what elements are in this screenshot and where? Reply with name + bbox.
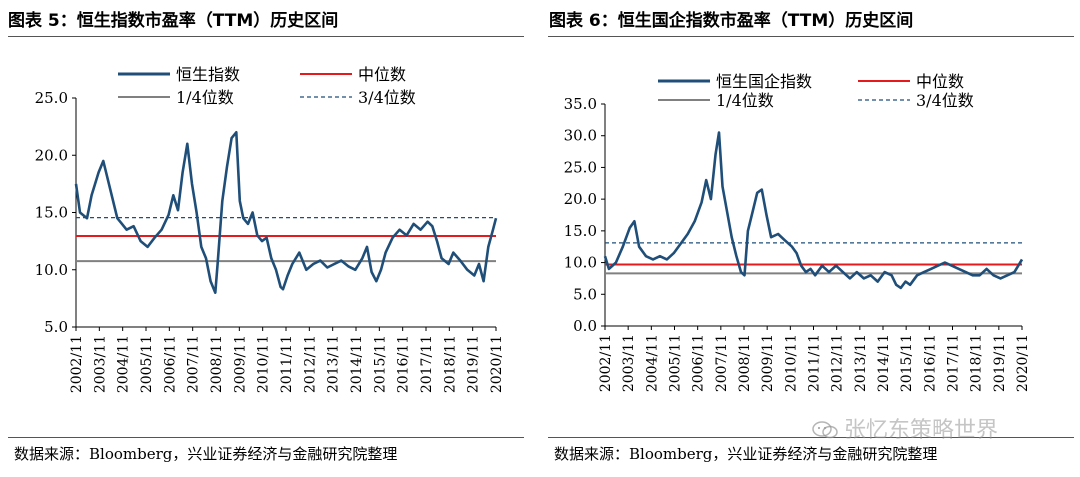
legend-label: 1/4位数 <box>176 88 234 107</box>
x-tick-label: 2019/11 <box>466 335 482 393</box>
watermark-text: 张忆东策略世界 <box>844 418 999 443</box>
x-tick-label: 2002/11 <box>598 334 614 392</box>
x-tick-label: 2013/11 <box>853 334 869 392</box>
legend-label: 3/4位数 <box>916 91 974 110</box>
x-tick-label: 2005/11 <box>139 335 155 393</box>
y-tick-label: 25.0 <box>35 89 68 107</box>
x-tick-label: 2009/11 <box>232 335 248 393</box>
y-tick-label: 20.0 <box>35 146 68 164</box>
x-tick-label: 2010/11 <box>256 335 272 393</box>
source-note: 数据来源：Bloomberg，兴业证券经济与金融研究院整理 <box>554 445 938 463</box>
x-tick-label: 2015/11 <box>372 335 388 393</box>
x-tick-label: 2006/11 <box>162 335 178 393</box>
x-tick-label: 2004/11 <box>116 335 132 393</box>
x-tick-label: 2019/11 <box>992 334 1008 392</box>
x-tick-label: 2005/11 <box>668 334 684 392</box>
hscei-pe-chart: 0.0 5.0 10.0 15.0 20.0 25.0 30.0 35.0 2002/11 200… <box>564 72 1031 392</box>
figure-title: 图表 5：恒生指数市盈率（TTM）历史区间 <box>8 11 339 31</box>
legend-label: 3/4位数 <box>358 88 416 107</box>
x-tick-label: 2017/11 <box>946 334 962 392</box>
legend-label: 恒生国企指数 <box>716 72 812 91</box>
x-tick-label: 2012/11 <box>830 334 846 392</box>
x-tick-label: 2008/11 <box>737 334 753 392</box>
x-tick-label: 2010/11 <box>783 334 799 392</box>
x-tick-label: 2011/11 <box>279 335 295 393</box>
x-tick-label: 2014/11 <box>876 334 892 392</box>
x-tick-label: 2017/11 <box>419 335 435 393</box>
y-tick-label: 15.0 <box>564 222 597 240</box>
watermark: 张忆东策略世界 <box>812 412 998 444</box>
x-tick-label: 2011/11 <box>807 334 823 392</box>
x-tick-label: 2014/11 <box>349 335 365 393</box>
source-rule <box>8 437 524 438</box>
x-tick-label: 2003/11 <box>92 335 108 393</box>
legend-label: 中位数 <box>358 65 406 84</box>
x-tick-label: 2012/11 <box>302 335 318 393</box>
x-tick-label: 2018/11 <box>442 335 458 393</box>
wechat-icon <box>812 421 838 439</box>
y-tick-label: 5.0 <box>573 285 597 303</box>
legend-label: 恒生指数 <box>176 65 240 84</box>
x-tick-label: 2009/11 <box>760 334 776 392</box>
x-tick-label: 2020/11 <box>489 335 505 393</box>
legend-label: 中位数 <box>916 72 964 91</box>
x-tick-label: 2004/11 <box>644 334 660 392</box>
title-rule <box>548 36 1074 37</box>
y-tick-label: 10.0 <box>35 261 68 279</box>
figure-title: 图表 6：恒生国企指数市盈率（TTM）历史区间 <box>549 11 914 31</box>
y-tick-label: 5.0 <box>44 318 68 336</box>
hsi-pe-chart: 5.0 10.0 15.0 20.0 25.0 2002/11 2003/11 2004/11… <box>35 65 505 393</box>
x-tick-label: 2015/11 <box>899 334 915 392</box>
title-rule <box>8 36 524 37</box>
y-tick-label: 20.0 <box>564 190 597 208</box>
source-note: 数据来源：Bloomberg，兴业证券经济与金融研究院整理 <box>14 445 398 463</box>
x-tick-label: 2008/11 <box>209 335 225 393</box>
x-tick-label: 2018/11 <box>969 334 985 392</box>
y-tick-label: 15.0 <box>35 204 68 222</box>
figure-5-panel: 图表 5：恒生指数市盈率（TTM）历史区间 5.0 10.0 15.0 20.0 25.… <box>0 0 530 477</box>
x-tick-label: 2002/11 <box>69 335 85 393</box>
x-tick-label: 2007/11 <box>186 335 202 393</box>
pe-series-line <box>603 131 1024 290</box>
y-tick-label: 10.0 <box>564 254 597 272</box>
x-tick-label: 2006/11 <box>691 334 707 392</box>
x-tick-label: 2016/11 <box>396 335 412 393</box>
pe-series-line <box>74 131 498 294</box>
x-tick-label: 2020/11 <box>1015 334 1031 392</box>
y-tick-label: 0.0 <box>573 317 597 335</box>
x-tick-label: 2013/11 <box>326 335 342 393</box>
legend-label: 1/4位数 <box>716 91 774 110</box>
x-tick-label: 2016/11 <box>922 334 938 392</box>
y-tick-label: 30.0 <box>564 127 597 145</box>
figure-6-panel: 图表 6：恒生国企指数市盈率（TTM）历史区间 0.0 5.0 10.0 15.0 20… <box>540 0 1080 477</box>
y-tick-label: 25.0 <box>564 158 597 176</box>
y-tick-label: 35.0 <box>564 95 597 113</box>
source-rule <box>548 437 1074 438</box>
x-tick-label: 2003/11 <box>621 334 637 392</box>
x-tick-label: 2007/11 <box>714 334 730 392</box>
